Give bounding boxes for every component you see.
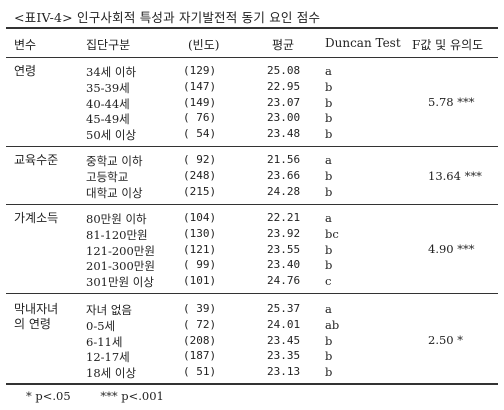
header-group: 집단구분 — [86, 38, 131, 52]
f-value: 4.90 *** — [428, 242, 475, 256]
group-label: 교육수준 — [14, 153, 59, 167]
table-row: 자녀 없음( 39) 25.37 a — [86, 302, 332, 317]
header-duncan: Duncan Test — [325, 36, 401, 50]
table-header: 변수 집단구분 (빈도) 평균 Duncan Test F값 및 유의도 — [0, 36, 504, 52]
group-label: 막내자녀 의 연령 — [14, 302, 59, 331]
table-row: 0-5세( 72) 24.01 ab — [86, 317, 340, 333]
table-row: 121-200만원 (121) 23.55 b — [86, 242, 333, 258]
bottom-rule — [6, 383, 498, 385]
table-row: 45-49세( 76) 23.00 b — [86, 111, 333, 127]
header-rule — [6, 57, 498, 58]
header-variable: 변수 — [14, 38, 37, 52]
table-row: 34세 이하 (129) 25.08 a — [86, 64, 332, 79]
table-row: 201-300만원( 99) 23.40 b — [86, 258, 333, 274]
top-rule — [6, 27, 498, 29]
f-value: 2.50 * — [428, 333, 464, 347]
f-value: 5.78 *** — [428, 95, 475, 109]
group-label: 가계소득 — [14, 211, 59, 225]
table-row: 80만원 이하 (104) 22.21 a — [86, 211, 332, 226]
header-n: (빈도) — [188, 38, 220, 52]
group-label: 연령 — [14, 64, 37, 78]
header-f: F값 및 유의도 — [412, 38, 484, 52]
footnote-p001: *** p<.001 — [100, 389, 164, 403]
header-mean: 평균 — [272, 38, 295, 52]
table-row: 18세 이상( 51) 23.13 b — [86, 365, 333, 381]
table-row: 81-120만원 (130) 23.92 bc — [86, 226, 339, 242]
table-row: 35-39세 (147) 22.95 b — [86, 79, 333, 95]
table-row: 고등학교 (248) 23.66 b — [86, 168, 333, 184]
table-row: 대학교 이상 (215) 24.28 b — [86, 184, 333, 200]
table-row: 40-44세 (149) 23.07 b — [86, 95, 333, 111]
table-row: 301만원 이상 (101) 24.76 c — [86, 274, 332, 290]
table-row: 12-17세 (187) 23.35 b — [86, 349, 333, 365]
table-row: 중학교 이하( 92) 21.56 a — [86, 153, 332, 168]
footnote-p05: * p<.05 — [26, 389, 71, 403]
footnotes: * p<.05 *** p<.001 — [26, 389, 190, 403]
f-value: 13.64 *** — [428, 169, 482, 183]
group-rule — [6, 293, 498, 294]
table-caption: <표IV-4> 인구사회적 특성과 자기발전적 동기 요인 점수 — [14, 10, 321, 25]
table-row: 50세 이상( 54) 23.48 b — [86, 127, 333, 143]
group-rule — [6, 204, 498, 205]
group-rule — [6, 146, 498, 147]
table-row: 6-11세 (208) 23.45 b — [86, 333, 333, 349]
